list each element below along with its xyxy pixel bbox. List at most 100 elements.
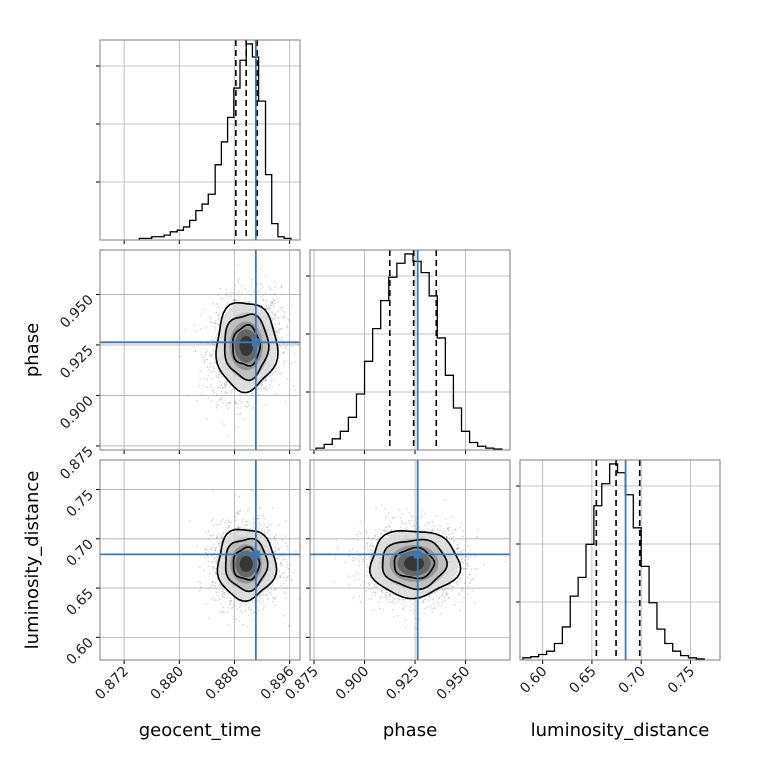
sample-point — [281, 538, 284, 541]
sample-point — [231, 606, 234, 609]
sample-point — [204, 351, 207, 354]
sample-point — [381, 596, 384, 599]
sample-point — [265, 305, 268, 307]
sample-point — [273, 312, 276, 315]
sample-point — [461, 588, 463, 590]
sample-point — [207, 565, 210, 568]
sample-point — [260, 287, 262, 290]
sample-point — [216, 546, 218, 548]
sample-point — [285, 592, 287, 595]
sample-point — [212, 599, 215, 601]
sample-point — [279, 354, 281, 356]
sample-point — [273, 536, 276, 538]
sample-point — [280, 562, 283, 565]
sample-point — [268, 387, 271, 389]
sample-point — [261, 282, 263, 285]
sample-point — [224, 386, 226, 389]
sample-point — [262, 594, 265, 596]
sample-point — [428, 521, 430, 524]
sample-point — [447, 587, 450, 590]
sample-point — [283, 351, 285, 354]
sample-point — [267, 523, 270, 526]
sample-point — [457, 547, 460, 550]
sample-point — [281, 339, 284, 341]
sample-point — [409, 522, 411, 524]
sample-point — [274, 546, 276, 549]
sample-point — [388, 524, 390, 527]
sample-point — [274, 534, 277, 536]
sample-point — [411, 514, 413, 517]
sample-point — [410, 599, 412, 601]
sample-point — [278, 343, 280, 346]
sample-point — [199, 370, 201, 373]
sample-point — [467, 545, 469, 548]
sample-point — [281, 328, 283, 330]
sample-point — [257, 393, 260, 396]
sample-point — [211, 518, 214, 520]
sample-point — [258, 527, 260, 530]
y-tick-label: 0.950 — [57, 292, 97, 332]
sample-point — [448, 597, 450, 600]
sample-point — [228, 596, 231, 599]
sample-point — [425, 527, 428, 529]
sample-point — [278, 317, 281, 319]
contour-line — [224, 537, 269, 593]
sample-point — [278, 361, 280, 363]
sample-point — [238, 512, 240, 515]
sample-point — [405, 528, 407, 531]
sample-point — [208, 397, 210, 399]
sample-point — [213, 344, 216, 346]
sample-point — [215, 536, 218, 538]
y-tick-label: 0.900 — [57, 393, 97, 433]
sample-point — [360, 532, 362, 534]
sample-point — [454, 528, 457, 530]
sample-point — [212, 349, 215, 352]
sample-point — [211, 546, 214, 549]
sample-point — [252, 523, 255, 526]
sample-point — [250, 608, 253, 611]
sample-point — [265, 299, 267, 302]
sample-point — [259, 283, 262, 286]
sample-point — [446, 527, 449, 529]
sample-point — [214, 322, 216, 324]
sample-point — [212, 303, 214, 305]
sample-point — [273, 280, 276, 283]
sample-point — [269, 533, 272, 535]
sample-point — [461, 560, 464, 563]
sample-point — [267, 308, 269, 311]
sample-point — [210, 386, 212, 388]
sample-point — [422, 601, 425, 603]
sample-point — [280, 286, 283, 288]
sample-point — [260, 603, 263, 605]
sample-point — [257, 609, 260, 612]
sample-point — [262, 600, 264, 602]
sample-point — [210, 317, 212, 320]
sample-point — [415, 627, 417, 630]
sample-point — [431, 528, 434, 531]
sample-point — [290, 579, 293, 582]
sample-point — [277, 301, 280, 304]
sample-point — [427, 521, 429, 524]
sample-point — [210, 354, 213, 357]
sample-point — [214, 322, 217, 325]
sample-point — [279, 576, 282, 578]
histogram-luminosity-distance — [522, 463, 705, 660]
sample-point — [271, 507, 274, 510]
sample-point — [378, 535, 380, 538]
sample-point — [393, 602, 396, 604]
sample-point — [276, 334, 278, 336]
sample-point — [247, 404, 250, 407]
sample-point — [261, 286, 264, 288]
sample-point — [214, 557, 216, 560]
sample-point — [270, 310, 273, 313]
sample-point — [286, 344, 288, 347]
sample-point — [222, 531, 225, 533]
sample-point — [235, 618, 237, 620]
sample-point — [410, 525, 413, 528]
sample-point — [262, 525, 265, 528]
sample-point — [447, 523, 449, 525]
sample-point — [300, 313, 302, 315]
sample-point — [402, 598, 405, 601]
sample-point — [273, 537, 276, 539]
sample-point — [240, 526, 242, 529]
